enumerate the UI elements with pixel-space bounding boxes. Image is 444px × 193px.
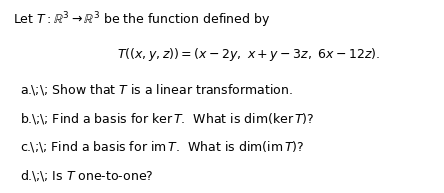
Text: Let $T : \mathbb{R}^3 \rightarrow \mathbb{R}^3$ be the function defined by: Let $T : \mathbb{R}^3 \rightarrow \mathb… <box>13 11 271 30</box>
Text: $T((x, y, z)) = (x - 2y,\ x + y - 3z,\ 6x - 12z).$: $T((x, y, z)) = (x - 2y,\ x + y - 3z,\ 6… <box>117 46 380 63</box>
Text: d.\;\; Is $T$ one-to-one?: d.\;\; Is $T$ one-to-one? <box>20 168 154 183</box>
Text: c.\;\; Find a basis for im$\,T$.  What is dim(im$\,T$)?: c.\;\; Find a basis for im$\,T$. What is… <box>20 139 305 154</box>
Text: a.\;\; Show that $T$ is a linear transformation.: a.\;\; Show that $T$ is a linear transfo… <box>20 82 293 97</box>
Text: b.\;\; Find a basis for ker$\,T$.  What is dim(ker$\,T$)?: b.\;\; Find a basis for ker$\,T$. What i… <box>20 111 314 126</box>
